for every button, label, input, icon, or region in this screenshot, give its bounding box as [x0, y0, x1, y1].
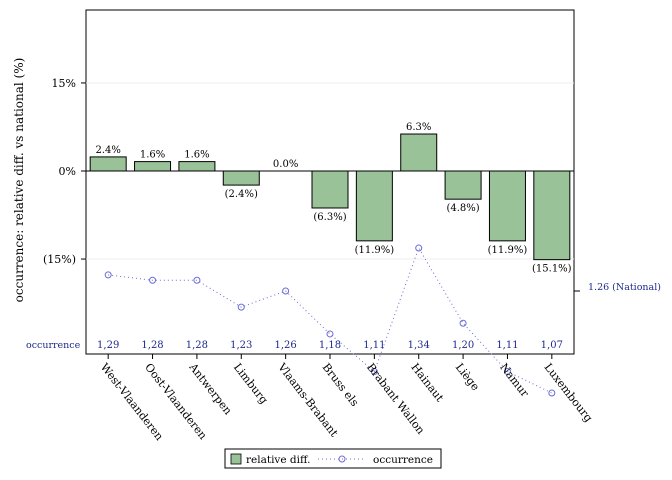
occurrence-row-label: occurrence: [26, 340, 81, 351]
bar: [222, 170, 260, 186]
x-tick-label: Antwerpen: [186, 360, 235, 417]
occurrence-point: [326, 330, 334, 338]
occurrence-point: [459, 319, 467, 327]
occurrence-point: [370, 368, 378, 376]
bar-value-label: (6.3%): [313, 212, 346, 223]
occurrence-value-label: 1,23: [230, 340, 252, 351]
occurrence-value-label: 1,28: [141, 340, 163, 351]
occurrence-value-label: 1,11: [496, 340, 518, 351]
bar: [178, 161, 216, 172]
occurrence-point: [149, 276, 157, 284]
y-tick-label: 0%: [59, 165, 76, 178]
bar-value-label: 2.4%: [95, 145, 120, 156]
legend-occurrence-label: occurrence: [373, 454, 433, 466]
bar-value-label: (2.4%): [225, 189, 258, 200]
bar-value-label: (4.8%): [446, 203, 479, 214]
x-axis: West-VlaanderenOost-VlaanderenAntwerpenL…: [98, 354, 595, 443]
legend-relative-diff-label: relative diff.: [246, 454, 310, 466]
occurrence-value-label: 1,11: [363, 340, 385, 351]
occurrence-value-label: 1,34: [408, 340, 430, 351]
y-axis-label: occurrence: relative diff. vs national (…: [12, 58, 26, 303]
occurrence-value-label: 1,28: [186, 340, 208, 351]
bar-labels: 2.4% 1.6% 1.6% (2.4%) 0.0% (6.3%) (11.9%) 6.3% (…: [95, 122, 571, 275]
bars: [89, 133, 571, 261]
occurrence-point: [282, 287, 290, 295]
occurrence-value-label: 1,07: [541, 340, 563, 351]
y-axis: 15% 0% (15%): [43, 77, 86, 266]
bar: [89, 156, 127, 172]
x-tick-label: Namur: [497, 361, 532, 400]
bar: [355, 170, 393, 242]
occurrence-series: 1,29 1,28 1,28 1,23 1,26 1,18 1,11 1,34 1,20 1,11…: [97, 244, 580, 397]
occurrence-point: [548, 389, 556, 397]
national-label: 1.26 (National): [588, 282, 661, 293]
occurrence-value-label: 1,26: [275, 340, 297, 351]
occurrence-value-label: 1,29: [97, 340, 119, 351]
bar-value-label: 1.6%: [140, 150, 165, 161]
bar: [134, 161, 172, 172]
bar: [488, 170, 526, 242]
occurrence-point: [503, 368, 511, 376]
bar-value-label: 1.6%: [184, 150, 209, 161]
x-tick-label: Luxembourg: [541, 361, 595, 425]
bar-value-label: (15.1%): [532, 264, 572, 275]
occurrence-point: [104, 271, 112, 279]
x-tick-label: Liège: [453, 361, 482, 393]
bar: [444, 170, 482, 200]
occurrence-point: [193, 276, 201, 284]
bar-value-label: (11.9%): [488, 245, 528, 256]
legend-bar-swatch: [230, 453, 242, 465]
bar: [533, 170, 571, 261]
x-tick-label: Limburg: [231, 361, 271, 407]
y-tick-label: (15%): [43, 253, 76, 266]
legend-occurrence-marker: [338, 455, 346, 463]
occurrence-point: [415, 244, 423, 252]
x-tick-label: Bruss els: [320, 361, 362, 409]
occurrence-value-label: 1,18: [319, 340, 341, 351]
y-tick-label: 15%: [52, 77, 76, 90]
occurrence-value-label: 1,20: [452, 340, 474, 351]
occurrence-line: [108, 246, 553, 394]
x-tick-label: Hainaut: [408, 361, 446, 405]
bar-value-label: 6.3%: [406, 122, 431, 133]
legend: relative diff. occurrence: [224, 448, 442, 469]
bar-value-label: (11.9%): [355, 245, 395, 256]
legend-box: [224, 448, 442, 469]
occurrence-point: [237, 303, 245, 311]
bar: [311, 170, 349, 209]
bar: [400, 133, 438, 172]
bar-value-label: 0.0%: [273, 159, 298, 170]
